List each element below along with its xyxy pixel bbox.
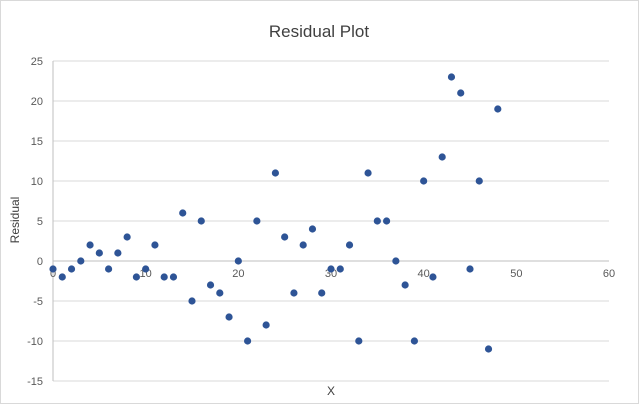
data-point	[281, 233, 289, 241]
data-point	[123, 233, 131, 241]
x-tick-label: 30	[325, 268, 337, 280]
data-point	[132, 273, 140, 281]
data-point	[49, 265, 57, 273]
x-tick-label: 40	[418, 268, 430, 280]
y-tick-label: -5	[33, 296, 43, 308]
data-point	[410, 337, 418, 345]
x-axis-label: X	[327, 384, 335, 398]
axis-layer	[52, 61, 609, 381]
data-point	[466, 265, 474, 273]
data-point	[114, 249, 122, 257]
data-point	[290, 289, 298, 297]
data-point	[58, 273, 66, 281]
data-point	[494, 105, 502, 113]
x-tick-label: 10	[140, 268, 152, 280]
y-tick-label: 10	[31, 176, 43, 188]
data-point	[179, 209, 187, 217]
data-point	[234, 257, 242, 265]
data-point	[151, 241, 159, 249]
data-point	[355, 337, 363, 345]
x-tick-label: 60	[603, 268, 615, 280]
data-point	[401, 281, 409, 289]
y-tick-label: 0	[37, 256, 43, 268]
y-tick-label: -10	[27, 336, 43, 348]
data-point	[197, 217, 205, 225]
data-point	[142, 265, 150, 273]
data-point	[216, 289, 224, 297]
data-point	[188, 297, 196, 305]
data-point	[457, 89, 465, 97]
data-point	[206, 281, 215, 289]
data-point	[383, 217, 391, 225]
data-point	[420, 177, 428, 185]
data-point	[447, 73, 456, 81]
data-point	[429, 273, 437, 281]
point-layer	[49, 73, 502, 353]
data-point	[438, 153, 446, 161]
data-point	[244, 337, 252, 345]
data-point	[364, 169, 372, 177]
data-point	[86, 241, 94, 249]
data-point	[336, 265, 344, 273]
data-point	[327, 265, 335, 273]
data-point	[262, 321, 270, 329]
data-point	[160, 273, 168, 281]
data-point	[484, 345, 493, 353]
y-axis-label: Residual	[8, 197, 22, 244]
data-point	[67, 265, 76, 273]
data-point	[105, 265, 113, 273]
y-tick-label: -15	[27, 376, 43, 388]
data-point	[308, 225, 317, 233]
data-point	[475, 177, 483, 185]
data-point	[225, 313, 233, 321]
data-point	[77, 257, 85, 265]
data-point	[318, 289, 326, 297]
data-point	[392, 257, 400, 265]
y-tick-label: 5	[37, 216, 43, 228]
data-point	[253, 217, 261, 225]
y-tick-label: 25	[31, 56, 43, 68]
grid-layer	[53, 60, 609, 382]
data-point	[345, 241, 354, 249]
x-tick-label: 0	[50, 268, 56, 280]
x-tick-label: 50	[510, 268, 522, 280]
data-point	[299, 241, 307, 249]
x-tick-label: 20	[232, 268, 244, 280]
chart-title: Residual Plot	[269, 22, 369, 41]
y-tick-label: 15	[31, 136, 43, 148]
y-tick-label: 20	[31, 96, 43, 108]
data-point	[95, 249, 103, 257]
data-point	[169, 273, 178, 281]
data-point	[373, 217, 381, 225]
data-point	[271, 169, 279, 177]
